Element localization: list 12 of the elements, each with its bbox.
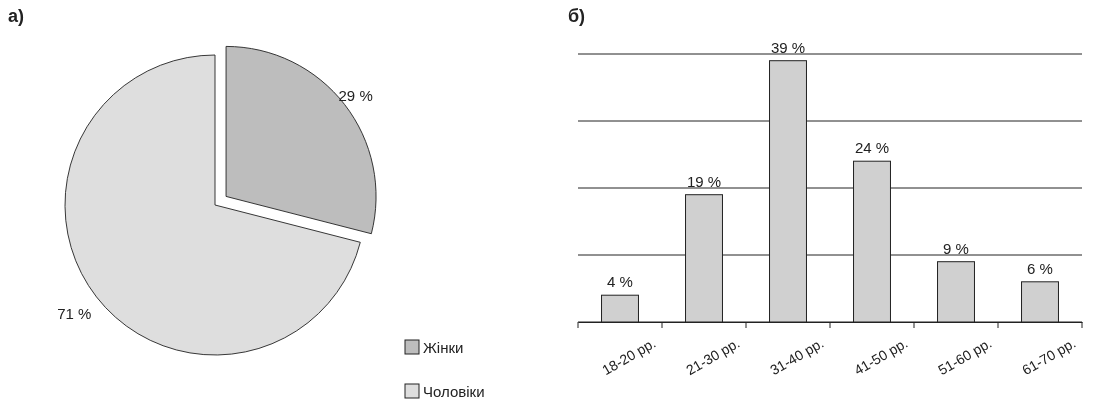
data-label: 39 % [770,38,806,56]
chart-title: б) [568,6,586,26]
data-label: 71 % [57,305,92,323]
data-label: 19 % [686,172,722,190]
data-label: 24 % [854,139,890,157]
data-label: 29 % [338,86,373,104]
data-label: 9 % [943,239,969,257]
legend-label: Жінки [423,339,464,356]
legend-label: Чоловіки [423,383,485,400]
data-label: 6 % [1027,259,1053,277]
data-label: 4 % [607,273,633,291]
chart-title: а) [8,6,25,26]
